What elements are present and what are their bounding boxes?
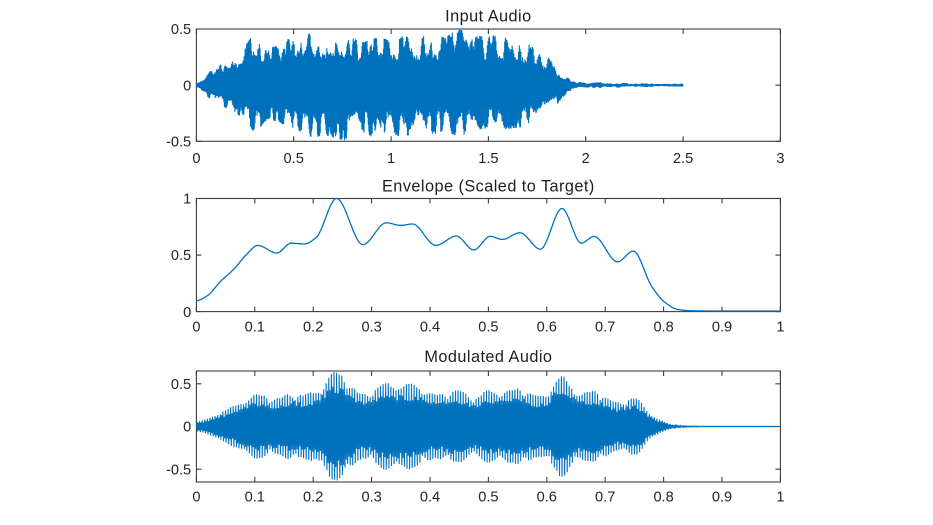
svg-text:0.3: 0.3 — [361, 320, 381, 336]
svg-text:3: 3 — [776, 151, 784, 167]
svg-text:Input Audio: Input Audio — [445, 8, 531, 26]
svg-text:0.5: 0.5 — [171, 248, 191, 264]
svg-text:0.7: 0.7 — [595, 320, 615, 336]
svg-text:0.2: 0.2 — [303, 489, 323, 505]
svg-text:0: 0 — [183, 420, 191, 436]
svg-text:0.5: 0.5 — [284, 151, 304, 167]
svg-text:0: 0 — [183, 78, 191, 94]
svg-text:1: 1 — [776, 489, 784, 505]
svg-text:2: 2 — [582, 151, 590, 167]
svg-text:0.5: 0.5 — [478, 320, 498, 336]
svg-text:0.1: 0.1 — [245, 320, 265, 336]
svg-text:0.8: 0.8 — [653, 489, 673, 505]
svg-text:0: 0 — [183, 305, 191, 321]
svg-text:-0.5: -0.5 — [166, 135, 191, 151]
svg-text:0.7: 0.7 — [595, 489, 615, 505]
svg-text:0.4: 0.4 — [420, 489, 440, 505]
svg-text:0: 0 — [192, 320, 200, 336]
svg-text:0.3: 0.3 — [361, 489, 381, 505]
svg-text:0.5: 0.5 — [171, 22, 191, 38]
svg-text:1: 1 — [776, 320, 784, 336]
svg-text:0.5: 0.5 — [478, 489, 498, 505]
svg-text:0.6: 0.6 — [537, 320, 557, 336]
svg-text:0.4: 0.4 — [420, 320, 440, 336]
svg-text:Envelope (Scaled to Target): Envelope (Scaled to Target) — [382, 178, 595, 196]
svg-text:1: 1 — [183, 192, 191, 208]
svg-text:-0.5: -0.5 — [166, 462, 191, 478]
svg-text:1.5: 1.5 — [478, 151, 498, 167]
svg-text:Modulated Audio: Modulated Audio — [424, 348, 552, 366]
svg-text:0.1: 0.1 — [245, 489, 265, 505]
svg-text:0.6: 0.6 — [537, 489, 557, 505]
svg-text:0.9: 0.9 — [712, 489, 732, 505]
svg-text:2.5: 2.5 — [673, 151, 693, 167]
svg-text:0.5: 0.5 — [171, 377, 191, 393]
svg-text:1: 1 — [387, 151, 395, 167]
svg-text:0.9: 0.9 — [712, 320, 732, 336]
svg-text:0.2: 0.2 — [303, 320, 323, 336]
svg-text:0: 0 — [192, 151, 200, 167]
svg-text:0.8: 0.8 — [653, 320, 673, 336]
svg-text:0: 0 — [192, 489, 200, 505]
